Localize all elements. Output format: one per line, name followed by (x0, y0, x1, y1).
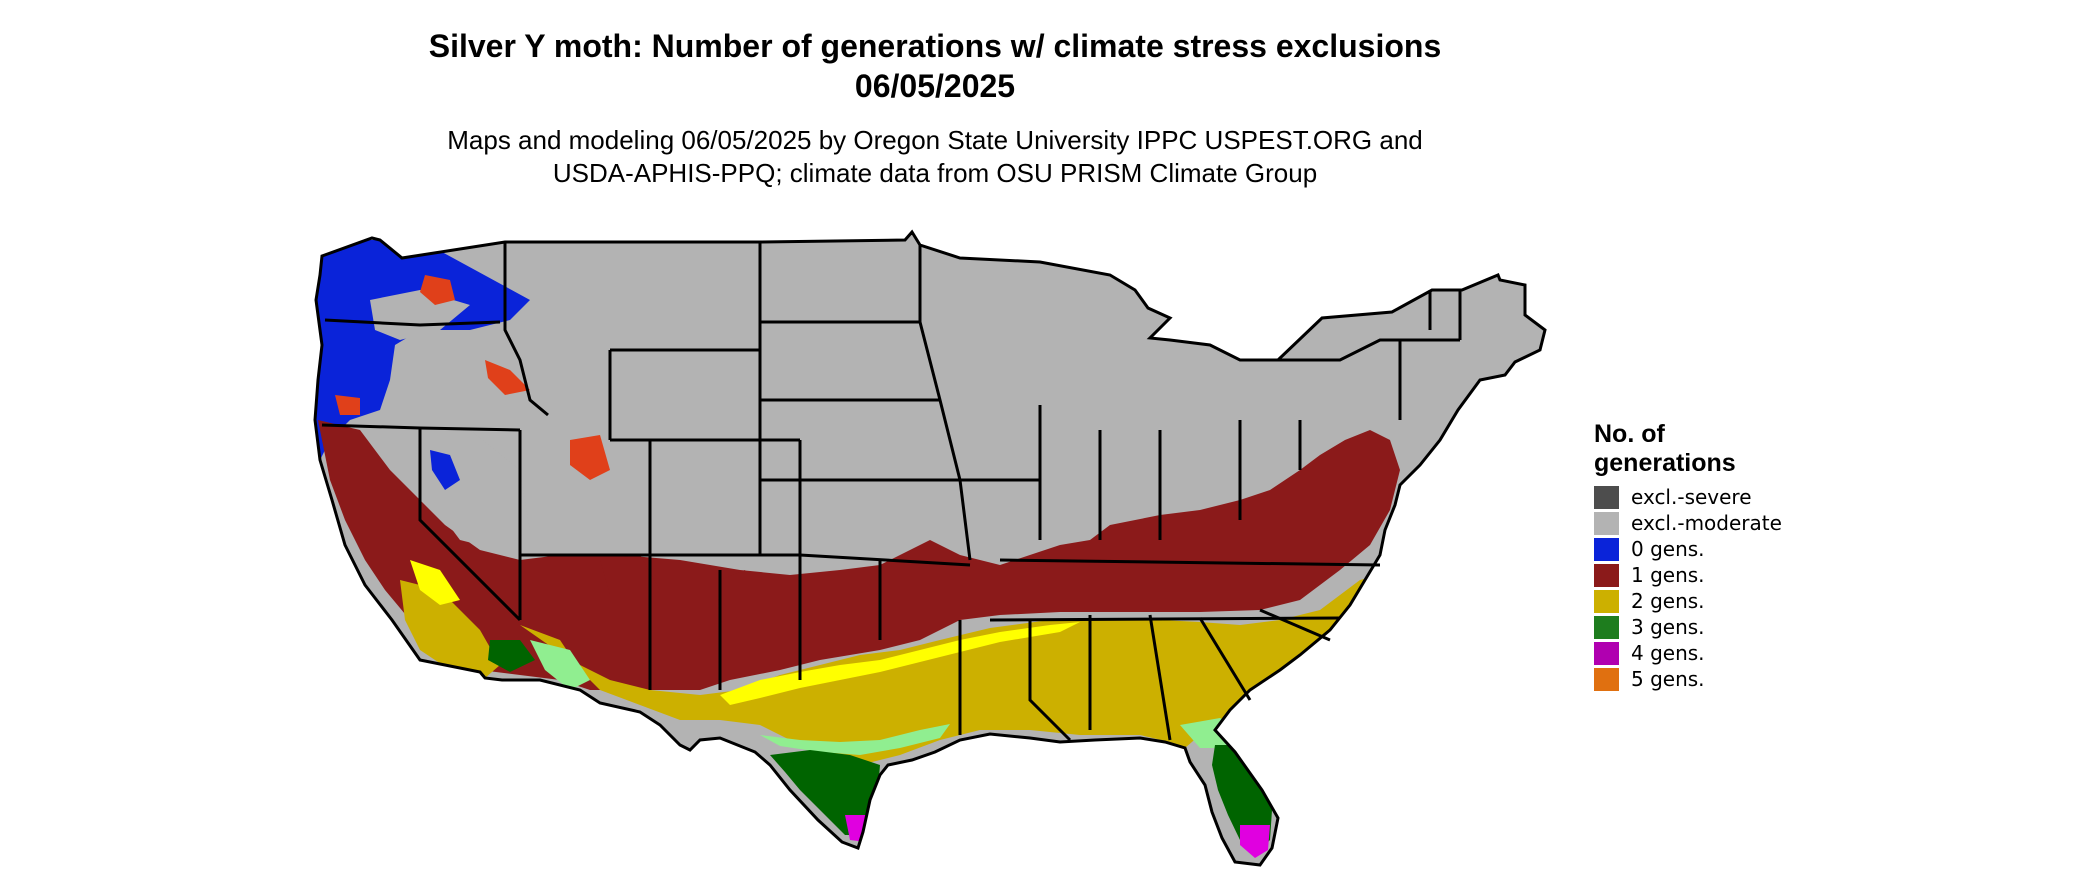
orange-red-zone (335, 395, 360, 415)
map-title: Silver Y moth: Number of generations w/ … (0, 26, 1870, 106)
legend-title-line-1: No. of (1594, 420, 1665, 448)
orange-red-zone (420, 275, 455, 305)
gold-zone (400, 580, 500, 678)
map-subtitle: Maps and modeling 06/05/2025 by Oregon S… (0, 124, 1870, 190)
subtitle-line-2: USDA-APHIS-PPQ; climate data from OSU PR… (552, 158, 1318, 188)
legend-item: 4 gens. (1594, 640, 1894, 666)
yellow-zone (410, 560, 460, 605)
light-green-zone (530, 640, 590, 690)
red-zone (718, 570, 760, 620)
legend-swatch (1594, 641, 1619, 665)
map-legend: No. of generations excl.-severe excl.-mod… (1594, 420, 1894, 692)
legend-label: 0 gens. (1631, 537, 1705, 561)
legend-item: excl.-moderate (1594, 510, 1894, 536)
blue-zone (315, 240, 530, 460)
legend-label: 4 gens. (1631, 641, 1705, 665)
state-borders (313, 229, 1547, 867)
red-zone (600, 555, 660, 610)
us-generations-map (313, 229, 1547, 867)
legend-swatch (1594, 511, 1619, 535)
legend-label: excl.-moderate (1631, 511, 1782, 535)
legend-item: 3 gens. (1594, 614, 1894, 640)
legend-label: 5 gens. (1631, 667, 1705, 691)
legend-item: 2 gens. (1594, 588, 1894, 614)
magenta-zone (1240, 825, 1270, 858)
legend-swatch (1594, 563, 1619, 587)
legend-swatch (1594, 667, 1619, 691)
green-zone (770, 750, 880, 835)
legend-swatch (1594, 485, 1619, 509)
legend-label: excl.-severe (1631, 485, 1752, 509)
legend-item: 0 gens. (1594, 536, 1894, 562)
legend-label: 1 gens. (1631, 563, 1705, 587)
legend-title-line-2: generations (1594, 449, 1736, 477)
red-zone (318, 420, 1400, 690)
legend-label: 3 gens. (1631, 615, 1705, 639)
subtitle-line-1: Maps and modeling 06/05/2025 by Oregon S… (447, 125, 1423, 155)
legend-item: 1 gens. (1594, 562, 1894, 588)
light-green-zone (760, 724, 950, 755)
green-zone (488, 640, 535, 672)
legend-swatch (1594, 589, 1619, 613)
legend-swatch (1594, 615, 1619, 639)
legend-label: 2 gens. (1631, 589, 1705, 613)
title-line-1: Silver Y moth: Number of generations w/ … (428, 28, 1442, 64)
blue-zone (430, 450, 460, 490)
legend-swatch (1594, 537, 1619, 561)
legend-item: excl.-severe (1594, 484, 1894, 510)
legend-title: No. of generations (1594, 420, 1894, 478)
title-line-2: 06/05/2025 (854, 68, 1016, 104)
yellow-zone (720, 622, 1080, 705)
orange-red-zone (485, 360, 530, 395)
legend-items: excl.-severe excl.-moderate 0 gens. 1 gens.… (1594, 484, 1894, 692)
orange-red-zone (570, 435, 610, 480)
legend-item: 5 gens. (1594, 666, 1894, 692)
